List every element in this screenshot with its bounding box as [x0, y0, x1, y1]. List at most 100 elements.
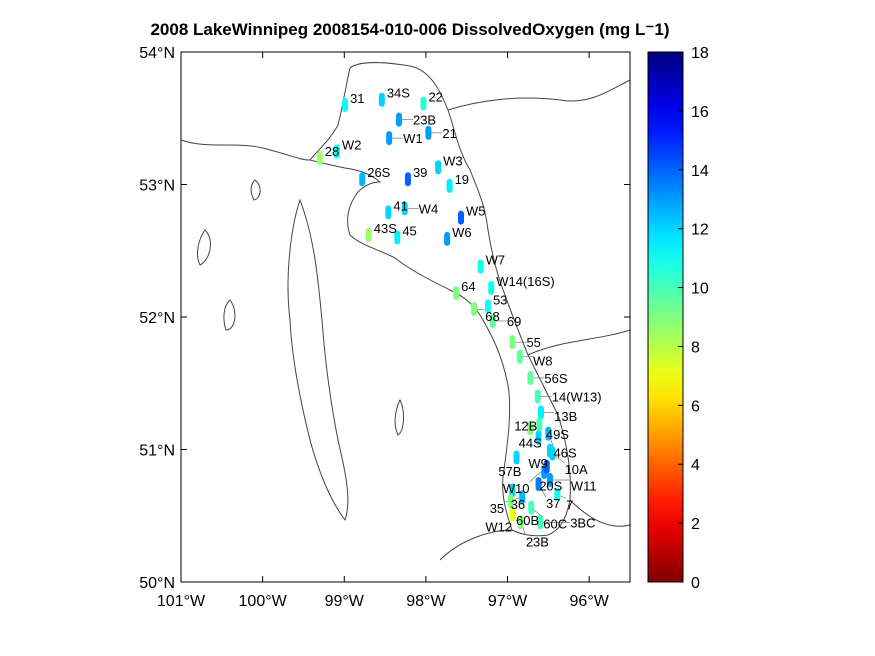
station-label: W6 [452, 225, 472, 240]
station-marker [549, 446, 556, 461]
station-label: 37 [546, 496, 560, 511]
station-marker [425, 125, 432, 140]
station-marker [404, 172, 411, 187]
station-label: W10 [503, 481, 530, 496]
station-label: 28 [325, 144, 339, 159]
station-label: 3BC [570, 515, 595, 530]
station-marker [509, 483, 516, 498]
station-marker [538, 405, 545, 420]
station-marker [420, 96, 427, 111]
station-marker [507, 494, 514, 509]
station-marker [435, 160, 442, 175]
station-marker [488, 280, 495, 295]
station-marker [543, 459, 550, 474]
station-label: 44S [519, 435, 542, 450]
colorbar-tick-label: 4 [691, 457, 700, 474]
colorbar-tick-label: 18 [691, 45, 709, 62]
station-marker [378, 92, 385, 107]
station-marker [519, 490, 526, 505]
station-label: 45 [402, 224, 416, 239]
colorbar-tick-label: 16 [691, 104, 709, 121]
station-label: 55 [526, 335, 540, 350]
station-marker [509, 335, 516, 350]
station-label: W1 [403, 131, 423, 146]
station-label: W14(16S) [496, 274, 555, 289]
station-label: 34S [387, 86, 410, 101]
station-marker [509, 507, 516, 522]
colorbar-tick-label: 10 [691, 281, 709, 298]
station-label: 39 [413, 165, 427, 180]
station-label: 31 [350, 91, 364, 106]
station-marker [517, 515, 524, 530]
colorbar-tick-label: 2 [691, 516, 700, 533]
station-label: 35 [490, 501, 504, 516]
x-tick-label: 101°W [157, 593, 206, 610]
station-marker [489, 313, 496, 328]
lake-winnipeg-outline [309, 62, 571, 537]
station-label: 43S [374, 221, 397, 236]
station-marker [359, 172, 366, 187]
station-label: 19 [455, 172, 469, 187]
station-marker [453, 286, 460, 301]
station-label: 23B [526, 534, 549, 549]
station-marker [471, 302, 478, 317]
station-marker [395, 112, 402, 127]
station-marker [546, 472, 553, 487]
colorbar-tick-label: 14 [691, 163, 709, 180]
station-label: W11 [571, 479, 597, 494]
station-label: W4 [419, 201, 439, 216]
small-lakes [197, 179, 404, 436]
station-marker [535, 430, 542, 445]
station-label: 64 [461, 279, 475, 294]
station-marker [537, 515, 544, 530]
station-marker [527, 370, 534, 385]
station-marker [458, 210, 465, 225]
station-marker [516, 349, 523, 364]
station-marker [535, 476, 542, 491]
colorbar-tick-label: 0 [691, 575, 700, 592]
station-label: 60C [543, 516, 567, 531]
lake-manitoba-outline [287, 198, 349, 522]
y-tick-label: 52°N [139, 310, 175, 327]
station-label: 46S [553, 446, 576, 461]
station-marker [333, 144, 340, 159]
y-tick-label: 53°N [139, 178, 175, 195]
station-marker [484, 299, 491, 314]
station-marker [527, 421, 534, 436]
station-marker [342, 98, 349, 112]
station-label: W9 [528, 456, 548, 471]
x-tick-label: 98°W [406, 593, 446, 610]
station-label: 69 [507, 314, 521, 329]
station-marker [316, 151, 323, 165]
colorbar [647, 51, 684, 583]
station-label: W3 [443, 153, 463, 168]
station-label: W7 [486, 253, 506, 268]
station-label: 56S [544, 371, 567, 386]
chart-title: 2008 LakeWinnipeg 2008154-010-006 Dissol… [150, 20, 670, 39]
station-label: 14(W13) [552, 390, 602, 405]
station-marker [528, 500, 535, 515]
station-marker [444, 231, 451, 246]
colorbar-tick-label: 6 [691, 398, 700, 415]
y-tick-label: 54°N [139, 45, 175, 62]
station-label: 36 [511, 497, 525, 512]
station-marker [545, 426, 552, 441]
shore-west [180, 139, 311, 161]
station-label: W8 [533, 353, 553, 368]
x-tick-label: 99°W [325, 593, 365, 610]
station-marker [513, 450, 520, 465]
station-marker [536, 417, 543, 432]
shoreline [180, 62, 631, 561]
station-marker [394, 230, 401, 245]
station-label: 22 [428, 90, 442, 105]
station-marker [477, 259, 484, 274]
colorbar-tick-label: 8 [691, 339, 700, 356]
station-marker [554, 487, 561, 502]
station-marker [534, 389, 541, 404]
station-label: 49S [546, 427, 569, 442]
station-label: 41 [393, 198, 407, 213]
station-label: 12B [514, 418, 537, 433]
shore-east [447, 79, 631, 356]
y-tick-label: 51°N [139, 443, 175, 460]
